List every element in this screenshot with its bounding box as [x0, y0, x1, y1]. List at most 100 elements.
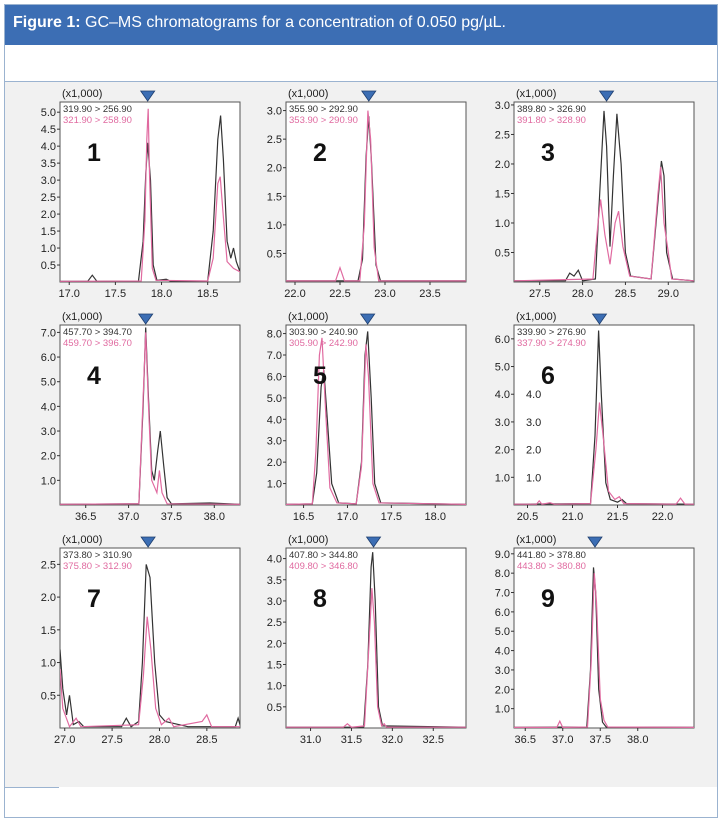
transition-label: 321.90 > 258.90 — [63, 115, 132, 126]
x-tick-label: 36.5 — [75, 511, 96, 523]
y-tick-label: 2.0 — [41, 209, 56, 221]
inner-level-label: 4.0 — [526, 389, 541, 401]
x-tick-label: 18.0 — [425, 511, 446, 523]
y-tick-label: 2.0 — [41, 592, 56, 604]
figure-header: Figure 1: GC–MS chromatograms for a conc… — [5, 5, 717, 45]
plot-frame — [285, 324, 467, 506]
y-tick-label: 1.0 — [41, 658, 56, 670]
y-tick-label: 1.5 — [495, 188, 510, 200]
x-tick-label: 27.5 — [101, 734, 122, 746]
x-tick-label: 38.0 — [627, 734, 648, 746]
y-tick-label: 5.0 — [41, 377, 56, 389]
series-dark-line — [514, 330, 694, 505]
x-tick-label: 37.5 — [590, 734, 611, 746]
x-tick-label: 17.5 — [381, 511, 402, 523]
retention-marker — [365, 536, 382, 548]
y-tick-label: 8.0 — [267, 329, 282, 341]
y-tick-label: 4.0 — [267, 414, 282, 426]
series-pink-line — [514, 166, 694, 282]
retention-marker — [137, 313, 154, 325]
y-tick-label: 1.0 — [495, 472, 510, 484]
transition-label: 407.80 > 344.80 — [289, 550, 358, 561]
y-tick-label: 6.0 — [495, 607, 510, 619]
x-tick-label: 17.0 — [337, 511, 358, 523]
y-tick-label: 2.0 — [495, 159, 510, 171]
y-tick-label: 3.0 — [495, 665, 510, 677]
panel-number: 2 — [313, 139, 327, 167]
chromatogram-panel-7: (x1,000) 0.5 1.0 1.5 2.0 2.5 27.0 27.5 28.0 28.5 3… — [41, 534, 241, 746]
series-pink-line — [60, 108, 240, 282]
plot-frame — [513, 547, 695, 729]
y-tick-label: 8.0 — [495, 568, 510, 580]
y-tick-label: 0.5 — [495, 247, 510, 259]
series-pink-line — [286, 110, 466, 282]
y-tick-label: 2.5 — [267, 134, 282, 146]
x-tick-label: 32.5 — [423, 734, 444, 746]
x-tick-label: 22.0 — [652, 511, 673, 523]
y-tick-label: 1.5 — [41, 226, 56, 238]
chromatogram-panel-1: (x1,000) 0.5 1.0 1.5 2.0 2.5 3.0 3.5 4.0 4.5 5.0 17… — [41, 88, 241, 300]
transition-label: 355.90 > 292.90 — [289, 104, 358, 115]
inner-level-label: 1.0 — [526, 472, 541, 484]
y-tick-label: 2.0 — [267, 457, 282, 469]
y-tick-label: 3.0 — [41, 175, 56, 187]
series-pink-line — [60, 616, 240, 728]
x-tick-label: 31.0 — [300, 734, 321, 746]
x-tick-label: 18.0 — [151, 288, 172, 300]
x-tick-label: 28.0 — [572, 288, 593, 300]
x-tick-label: 38.0 — [204, 511, 225, 523]
x-tick-label: 32.0 — [382, 734, 403, 746]
series-dark-line — [514, 110, 694, 282]
x-tick-label: 29.0 — [658, 288, 679, 300]
scale-label: (x1,000) — [516, 534, 556, 546]
retention-marker — [587, 536, 603, 548]
transition-label: 457.70 > 394.70 — [63, 327, 132, 338]
x-tick-label: 28.5 — [196, 734, 217, 746]
x-tick-label: 28.0 — [149, 734, 170, 746]
transition-label: 337.90 > 274.90 — [517, 338, 586, 349]
x-tick-label: 16.5 — [293, 511, 314, 523]
transition-label: 303.90 > 240.90 — [289, 327, 358, 338]
y-tick-label: 3.0 — [267, 106, 282, 118]
y-tick-label: 3.0 — [41, 426, 56, 438]
y-tick-label: 6.0 — [495, 334, 510, 346]
series-pink-line — [286, 588, 466, 728]
plot-frame — [59, 324, 241, 506]
y-tick-label: 1.5 — [267, 659, 282, 671]
chromatogram-panel-2: (x1,000)0.51.01.52.02.53.022.0 22.5 23.0 23… — [267, 88, 467, 300]
y-tick-label: 2.0 — [41, 451, 56, 463]
retention-marker — [598, 90, 615, 102]
transition-label: 459.70 > 396.70 — [63, 338, 132, 349]
y-tick-label: 2.5 — [41, 192, 56, 204]
x-tick-label: 22.0 — [284, 288, 305, 300]
transition-label: 391.80 > 328.90 — [517, 115, 586, 126]
y-tick-label: 9.0 — [495, 549, 510, 561]
y-tick-label: 6.0 — [41, 352, 56, 364]
chromatogram-panel-6: (x1,000) 1.0 2.0 3.0 4.0 5.0 6.0 20.5 21.0 21.5 22… — [495, 311, 695, 523]
y-tick-label: 4.0 — [495, 646, 510, 658]
chromatogram-panel-8: (x1,000) 0.5 1.0 1.5 2.0 2.5 3.0 3.5 4.0 31.0 31.5… — [267, 534, 467, 746]
transition-label: 373.80 > 310.90 — [63, 550, 132, 561]
transition-label: 443.80 > 380.80 — [517, 561, 586, 572]
y-tick-label: 6.0 — [267, 371, 282, 383]
transition-label: 353.90 > 290.90 — [289, 115, 358, 126]
y-tick-label: 4.0 — [495, 389, 510, 401]
y-tick-label: 1.0 — [41, 243, 56, 255]
series-pink-line — [286, 337, 466, 505]
y-tick-label: 2.5 — [267, 617, 282, 629]
y-tick-label: 0.5 — [41, 690, 56, 702]
x-tick-label: 27.5 — [529, 288, 550, 300]
y-tick-label: 2.0 — [495, 445, 510, 457]
divider-top — [5, 81, 717, 82]
y-tick-label: 5.0 — [267, 393, 282, 405]
y-tick-label: 2.5 — [41, 559, 56, 571]
x-tick-label: 23.0 — [374, 288, 395, 300]
y-tick-label: 1.0 — [41, 475, 56, 487]
transition-label: 409.80 > 346.80 — [289, 561, 358, 572]
x-tick-label: 21.0 — [562, 511, 583, 523]
chromatogram-grid: (x1,000)0.51.01.52.02.53.03.54.04.55.017… — [41, 88, 695, 746]
x-tick-label: 27.0 — [54, 734, 75, 746]
y-tick-label: 7.0 — [495, 588, 510, 600]
retention-marker — [140, 536, 156, 548]
panel-number: 8 — [313, 585, 327, 613]
